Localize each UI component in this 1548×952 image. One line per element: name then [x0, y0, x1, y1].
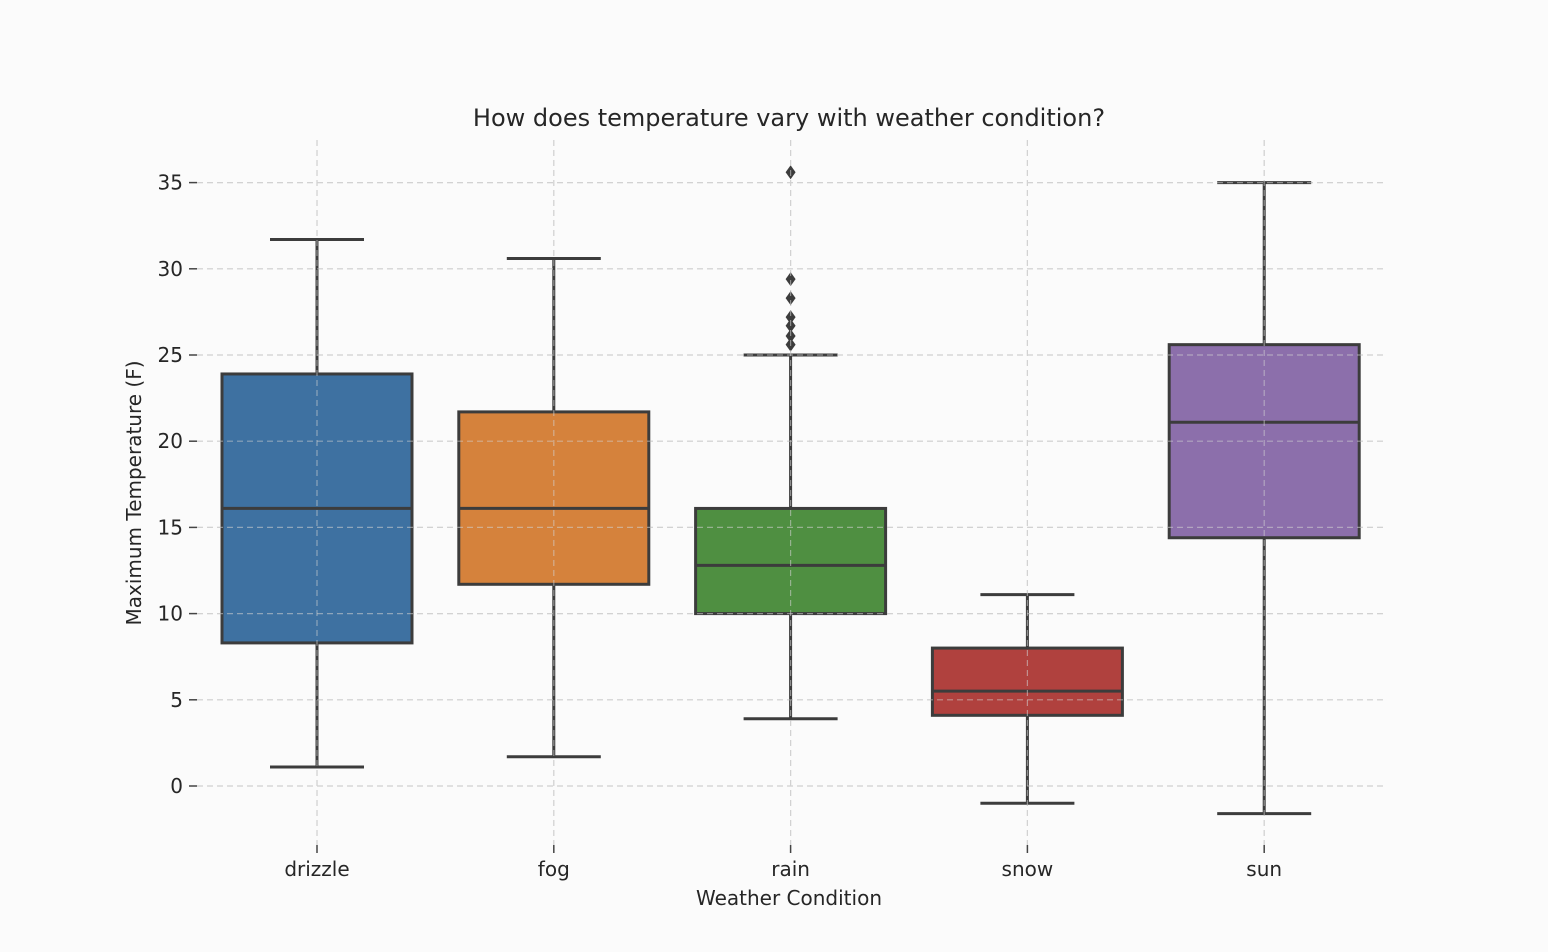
grid-overlay — [197, 140, 1385, 845]
x-axis-label: Weather Condition — [696, 886, 882, 910]
x-tick-label: rain — [771, 857, 810, 881]
y-tick-label: 10 — [158, 602, 183, 626]
x-tick-label: snow — [1002, 857, 1054, 881]
y-tick-label: 25 — [158, 343, 183, 367]
box-group-drizzle — [220, 237, 414, 769]
outlier-point — [785, 310, 796, 325]
y-axis: 0 5 10 15 20 25 30 35 — [158, 171, 197, 798]
x-tick-label: drizzle — [284, 857, 349, 881]
box-group-sun — [1167, 181, 1361, 816]
y-tick-label: 5 — [170, 688, 183, 712]
x-tick-label: fog — [538, 857, 570, 881]
y-tick-label: 15 — [158, 515, 183, 539]
chart-title: How does temperature vary with weather c… — [473, 104, 1105, 132]
outlier-point — [785, 272, 796, 287]
x-axis: drizzle fog rain snow sun — [284, 845, 1282, 881]
outlier-point — [785, 291, 796, 306]
y-tick-label: 30 — [158, 257, 183, 281]
outlier-point — [785, 329, 796, 344]
y-tick-label: 35 — [158, 171, 183, 195]
y-axis-label: Maximum Temperature (F) — [122, 360, 146, 625]
x-tick-label: sun — [1246, 857, 1282, 881]
y-tick-label: 0 — [170, 774, 183, 798]
y-tick-label: 20 — [158, 429, 183, 453]
box-fog — [457, 410, 651, 586]
